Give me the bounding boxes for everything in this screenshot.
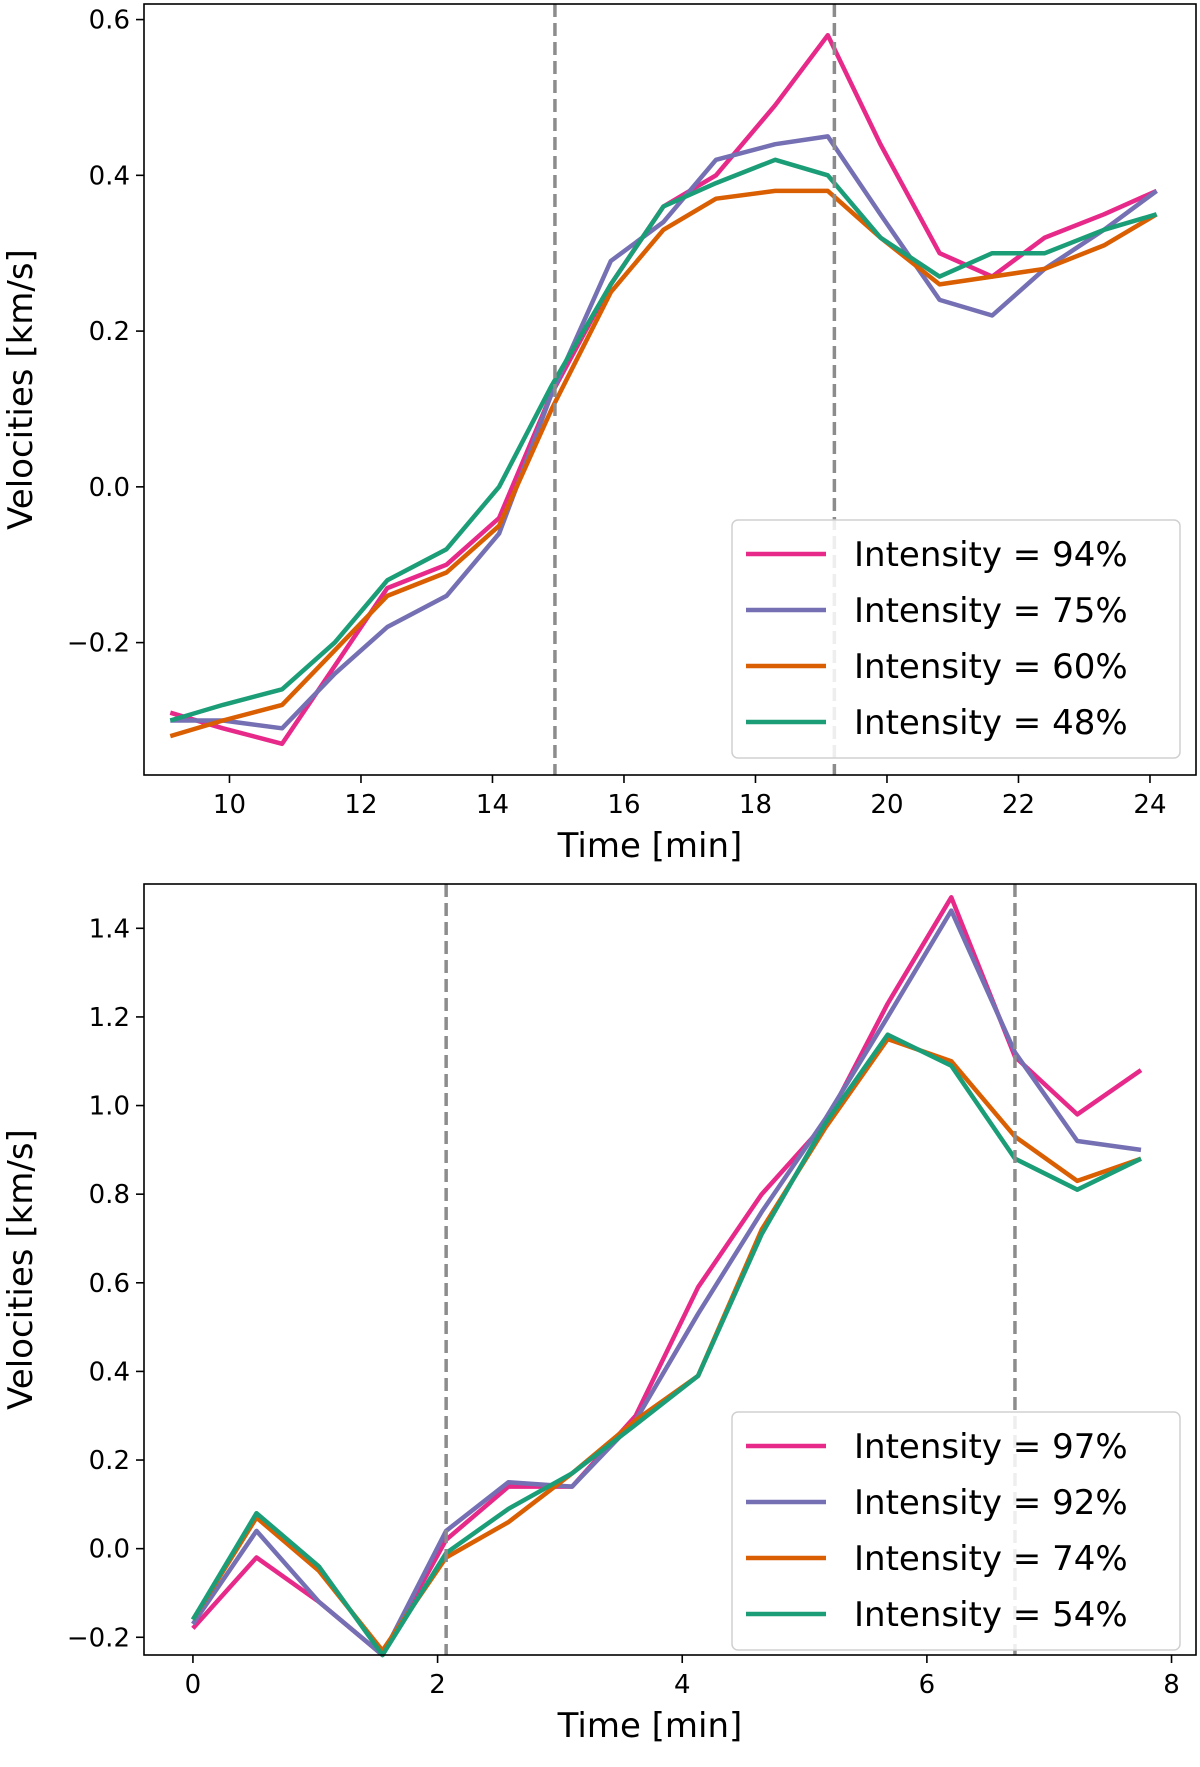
legend-box <box>731 1411 1181 1651</box>
y-tick-label: 0.0 <box>89 473 130 503</box>
chart-panel-1: 10 12 14 16 18 20 22 24 −0.2 0.0 0.2 0.4 0.6 Time [mi… <box>1 3 1197 866</box>
x-axis-title: Time [min] <box>557 826 743 866</box>
x-tick-label: 18 <box>739 790 772 820</box>
x-tick-label: 0 <box>185 1670 202 1700</box>
y-tick-label: 1.0 <box>89 1092 130 1122</box>
legend-label-3: Intensity = 74% <box>854 1539 1128 1579</box>
y-tick-label: 0.2 <box>89 1446 130 1476</box>
x-axis-title: Time [min] <box>557 1706 743 1746</box>
axes-frame <box>143 3 1197 776</box>
x-tick-label: 8 <box>1163 1670 1180 1700</box>
series-line-4 <box>190 1032 1142 1658</box>
legend-label-3: Intensity = 60% <box>854 647 1128 687</box>
legend: Intensity = 97% Intensity = 92% Intensity … <box>731 1411 1181 1651</box>
series-line-2 <box>191 908 1142 1658</box>
y-tick-label: 1.2 <box>89 1003 130 1033</box>
y-tick-label: 0.8 <box>89 1180 130 1210</box>
y-axis-title: Velocities [km/s] <box>1 249 41 530</box>
legend-label-2: Intensity = 75% <box>854 591 1128 631</box>
x-tick-label: 22 <box>1002 790 1035 820</box>
legend-label-4: Intensity = 54% <box>854 1595 1128 1635</box>
y-axis-title: Velocities [km/s] <box>1 1129 41 1410</box>
x-tick-label: 20 <box>870 790 903 820</box>
series-line-4 <box>169 157 1158 723</box>
y-tick-label: 0.2 <box>89 317 130 347</box>
x-tick-label: 4 <box>674 1670 691 1700</box>
x-tick-label: 16 <box>607 790 640 820</box>
axes-frame <box>143 883 1197 1656</box>
x-tick-label: 2 <box>429 1670 446 1700</box>
x-tick-label: 6 <box>919 1670 936 1700</box>
series-line-2 <box>170 134 1158 731</box>
legend-label-1: Intensity = 97% <box>854 1427 1128 1467</box>
legend: Intensity = 94% Intensity = 75% Intensity … <box>731 519 1181 759</box>
series-line-3 <box>169 188 1158 739</box>
legend-label-2: Intensity = 92% <box>854 1483 1128 1523</box>
legend-box <box>731 519 1181 759</box>
legend-label-1: Intensity = 94% <box>854 535 1128 575</box>
y-tick-label: −0.2 <box>67 1623 130 1653</box>
x-tick-label: 24 <box>1133 790 1166 820</box>
x-tick-label: 14 <box>476 790 509 820</box>
y-tick-label: −0.2 <box>67 629 130 659</box>
y-tick-label: 0.6 <box>89 6 130 36</box>
y-tick-label: 1.4 <box>89 914 130 944</box>
x-tick-label: 10 <box>213 790 246 820</box>
chart-panel-2: 0 2 4 6 8 −0.2 0.0 0.2 0.4 0.6 0.8 1.0 1.2 1.4 Time [m… <box>1 883 1197 1746</box>
y-tick-label: 0.0 <box>89 1535 130 1565</box>
legend-label-4: Intensity = 48% <box>854 703 1128 743</box>
y-tick-label: 0.4 <box>89 1357 130 1387</box>
x-tick-label: 12 <box>344 790 377 820</box>
y-tick-label: 0.6 <box>89 1269 130 1299</box>
y-tick-label: 0.4 <box>89 161 130 191</box>
